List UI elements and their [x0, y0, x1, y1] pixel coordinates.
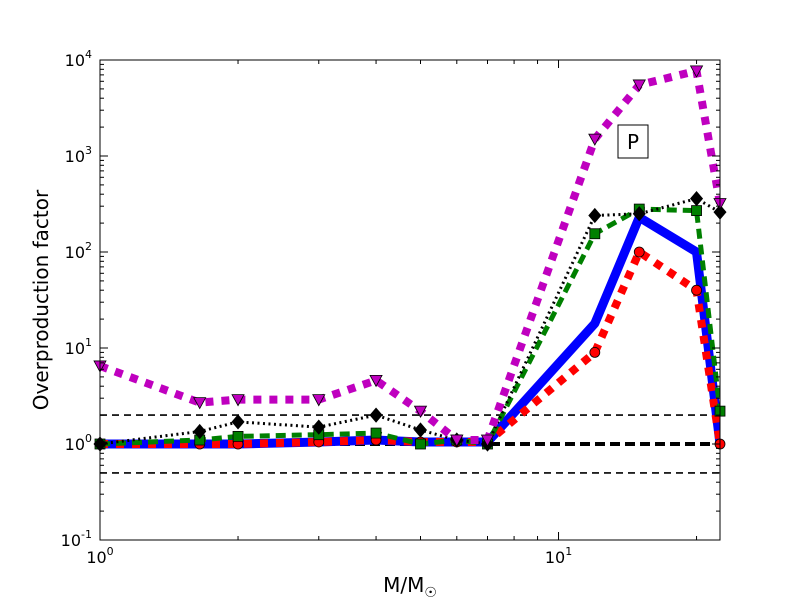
annotation-label: P	[627, 130, 639, 154]
series-group	[100, 66, 720, 449]
y-tick-label-2: 101	[65, 336, 92, 358]
y-tick-label-5: 104	[65, 48, 92, 70]
series-4-marker-3	[312, 394, 326, 407]
series-4-marker-1	[193, 397, 207, 410]
series-1-marker-9	[633, 246, 645, 258]
series-4-marker-2	[231, 394, 245, 407]
series-4-marker-9	[632, 79, 646, 92]
x-axis-label-subscript: ☉	[424, 585, 437, 600]
series-2-marker-4	[370, 427, 382, 439]
series-2-marker-2	[232, 430, 244, 442]
plot-frame	[99, 59, 721, 541]
series-4-marker-5	[413, 405, 428, 418]
plot-background	[100, 60, 720, 540]
x-tick-label-0: 100	[86, 545, 113, 567]
y-tick-label-3: 102	[65, 240, 92, 262]
y-axis-label: Overproduction factor	[29, 189, 53, 410]
series-4-marker-7	[480, 434, 495, 447]
series-3-marker-9	[632, 206, 646, 222]
series-2-marker-10	[691, 205, 702, 216]
markers-group	[93, 65, 727, 452]
annotation-box	[617, 124, 649, 159]
y-tick-label-1: 100	[65, 432, 92, 454]
series-2-marker-5	[415, 438, 426, 450]
series-3-marker-1	[193, 423, 207, 440]
series-3-marker-3	[312, 419, 326, 435]
series-line-2	[100, 206, 720, 447]
series-3-marker-4	[369, 407, 383, 423]
series-4-marker-4	[369, 374, 383, 388]
series-3-marker-10	[690, 190, 704, 207]
series-3-marker-5	[413, 422, 428, 438]
series-1-marker-10	[691, 284, 702, 296]
axis-ticks	[99, 59, 720, 541]
y-tick-label-0: 10-1	[61, 528, 92, 550]
series-line-3	[100, 197, 720, 446]
x-tick-label-1: 101	[545, 545, 572, 567]
x-axis-label: M/M☉	[383, 573, 437, 600]
y-tick-label-4: 103	[65, 144, 92, 166]
series-4-marker-6	[450, 434, 464, 447]
series-4-marker-10	[689, 65, 704, 78]
x-axis-label-main: M/M	[383, 573, 424, 597]
series-4-marker-8	[588, 133, 602, 146]
series-3-marker-8	[588, 207, 602, 224]
series-2-marker-8	[589, 228, 601, 240]
series-1-marker-8	[589, 346, 601, 358]
annotation-group: P	[617, 124, 649, 159]
series-3-marker-2	[231, 414, 245, 430]
series-line-4	[100, 66, 720, 444]
